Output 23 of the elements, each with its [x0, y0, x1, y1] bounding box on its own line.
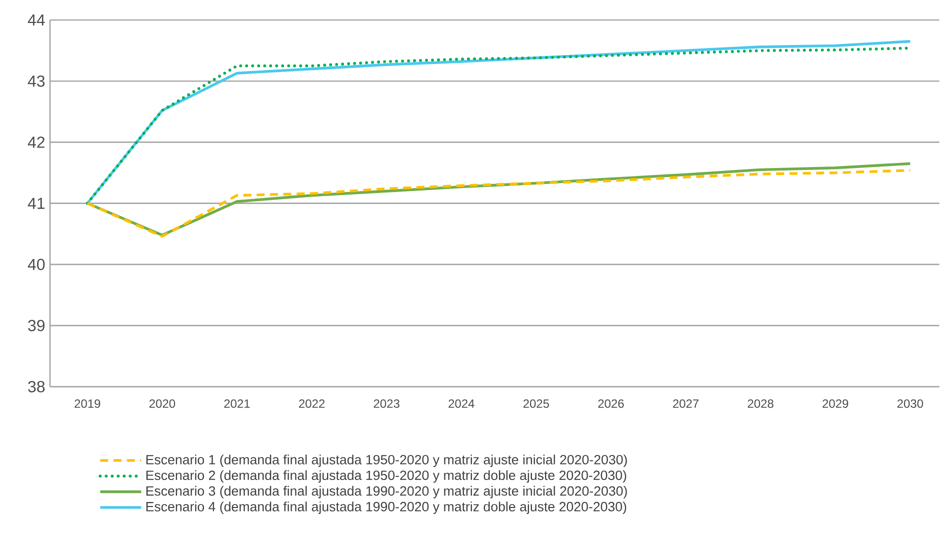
legend-label: Escenario 3 (demanda final ajustada 1990-2020 y matriz ajuste inicial 2020-2030): [146, 486, 627, 499]
x-tick-label: 2020: [149, 400, 176, 408]
x-tick-label: 2021: [224, 400, 250, 408]
x-tick-label: 2025: [523, 400, 550, 408]
y-tick-label: 44: [28, 14, 45, 26]
x-tick-label: 2024: [448, 400, 474, 408]
y-tick-label: 41: [28, 198, 45, 210]
y-tick-label: 43: [28, 76, 45, 87]
legend-label: Escenario 1 (demanda final ajustada 1950-2020 y matriz ajuste inicial 2020-2030): [146, 454, 627, 468]
x-tick-label: 2022: [299, 400, 325, 408]
y-tick-label: 42: [28, 136, 44, 148]
y-tick-label: 39: [28, 320, 45, 332]
legend-label: Escenario 4 (demanda final ajustada 1990-2020 y matriz doble ajuste 2020-2030): [146, 502, 626, 514]
y-tick-label: 38: [28, 381, 45, 392]
x-tick-label: 2029: [822, 400, 848, 408]
x-tick-label: 2028: [748, 400, 774, 408]
x-tick-label: 2030: [897, 400, 924, 408]
x-tick-label: 2026: [598, 400, 624, 408]
legend-label: Escenario 2 (demanda final ajustada 1950-2020 y matriz doble ajuste 2020-2030): [146, 470, 626, 483]
x-tick-label: 2023: [374, 400, 400, 408]
x-tick-label: 2019: [74, 400, 100, 408]
y-tick-label: 40: [28, 258, 45, 270]
x-tick-label: 2027: [673, 400, 699, 408]
